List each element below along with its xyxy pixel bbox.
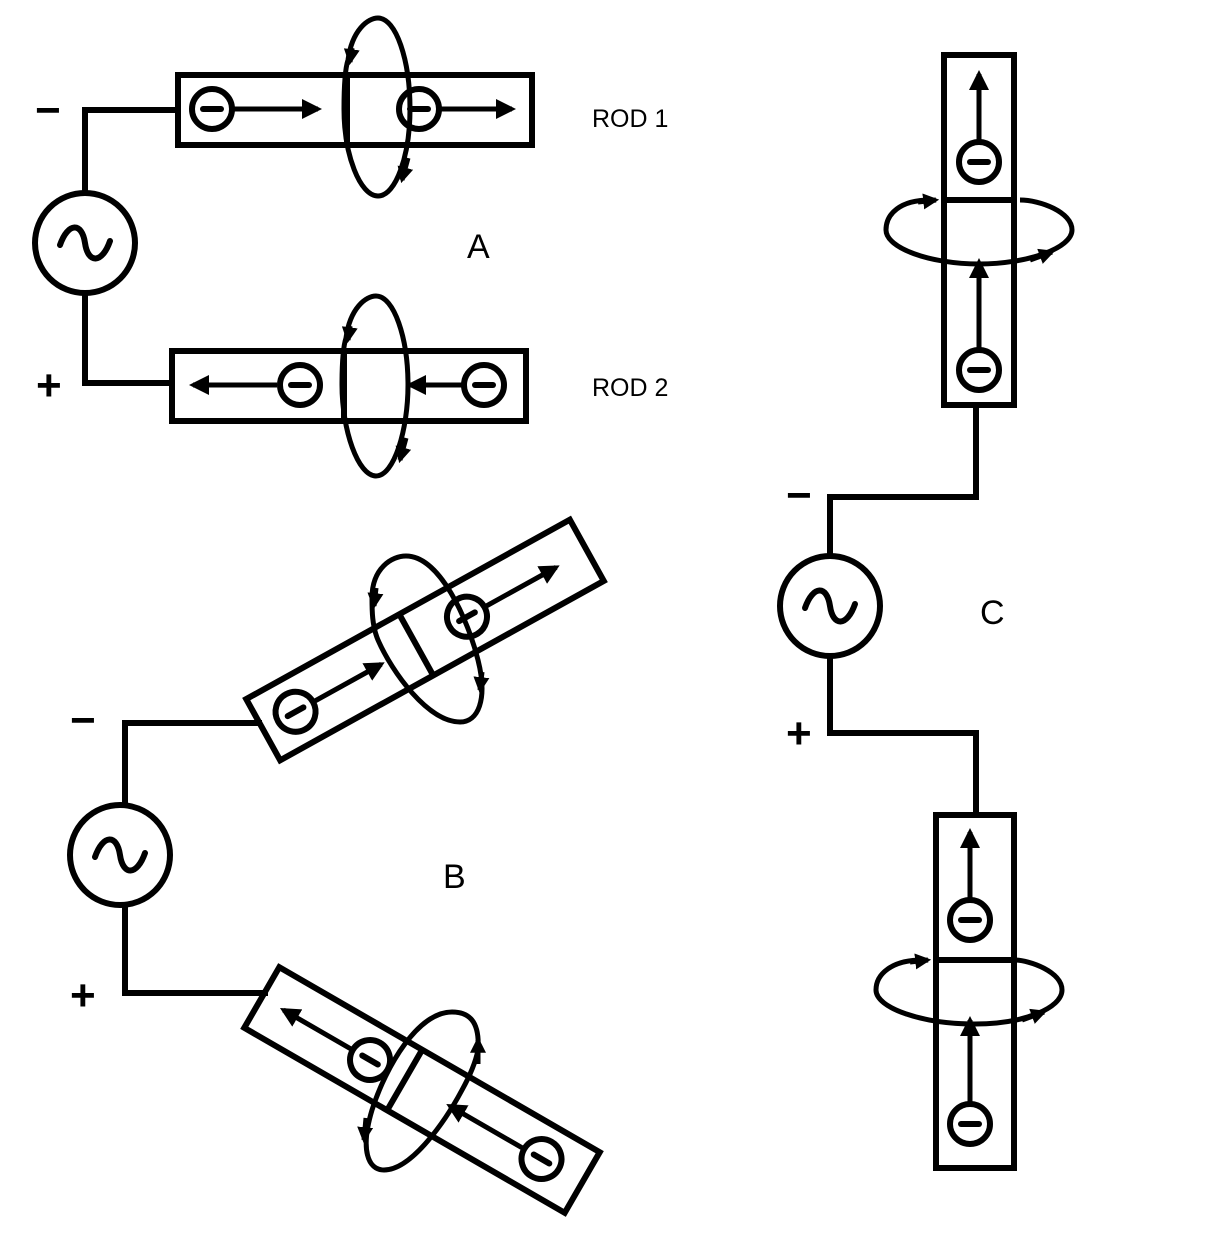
- rod-1-label: ROD 1: [592, 105, 668, 133]
- panel-b-upper-field-loop: [369, 553, 485, 725]
- electron-icon: [947, 1101, 993, 1147]
- electron-icon: [956, 139, 1002, 185]
- panel-c-upper-field-loop: [883, 197, 1075, 267]
- panel-c-lower-rod: [933, 812, 1017, 1171]
- panel-a-label: A: [467, 228, 490, 266]
- panel-c-minus-sign: −: [786, 471, 812, 520]
- rod-2-electron-icon: [461, 362, 507, 408]
- rod-1: [175, 72, 535, 148]
- panel-a-minus-sign: −: [35, 86, 61, 135]
- panel-a-wire-bottom: [82, 293, 172, 386]
- panel-b-minus-sign: −: [70, 696, 96, 745]
- panel-c-ac-source-icon: [777, 553, 883, 659]
- panel-b-lower-field-loop: [363, 1009, 481, 1173]
- panel-c-lower-field-loop: [873, 957, 1065, 1027]
- panel-a-plus-sign: +: [36, 361, 62, 410]
- electron-icon: [947, 897, 993, 943]
- panel-b-wire-bottom: [122, 905, 268, 996]
- panel-c-plus-sign: +: [786, 709, 812, 758]
- panel-a-wire-top: [82, 107, 178, 195]
- panel-b-ac-source-icon: [67, 802, 173, 908]
- panel-c-wire-bottom: [827, 657, 979, 815]
- panel-b-wire-top: [122, 720, 262, 803]
- electron-icon: [518, 1136, 565, 1182]
- rod-2: [169, 348, 529, 424]
- electron-icon: [443, 593, 490, 640]
- rod-2-electron-icon: [277, 362, 323, 408]
- panel-b-lower-rod-group: [240, 963, 604, 1217]
- electron-icon: [347, 1037, 394, 1083]
- panel-b-upper-rod: [242, 515, 608, 765]
- rod-1-electron-icon: [189, 86, 235, 132]
- panel-c-label: C: [980, 594, 1005, 632]
- panel-b-upper-rod-group: [242, 515, 608, 765]
- electron-icon: [956, 347, 1002, 393]
- panel-c-wire-top: [827, 408, 979, 555]
- panel-b: − +: [67, 515, 608, 1217]
- panel-b-label: B: [443, 858, 466, 896]
- electron-icon: [272, 688, 319, 735]
- panel-b-plus-sign: +: [70, 971, 96, 1020]
- panel-b-lower-rod: [240, 963, 604, 1217]
- panel-c-upper-rod: [941, 52, 1017, 408]
- panel-a: − + ROD 1 ROD 2 A: [32, 15, 668, 479]
- rod-2-label: ROD 2: [592, 374, 668, 402]
- rod-2-field-loop: [339, 293, 411, 479]
- panel-a-ac-source-icon: [32, 190, 138, 296]
- panel-c: − + C: [777, 52, 1075, 1171]
- rod-1-electron-icon: [396, 86, 442, 132]
